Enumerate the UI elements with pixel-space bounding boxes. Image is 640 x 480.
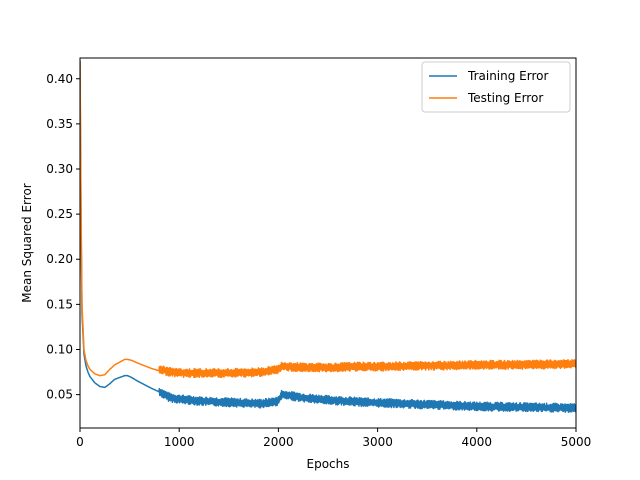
x-tick-label: 5000 xyxy=(561,435,592,449)
x-axis-label: Epochs xyxy=(307,457,350,471)
y-tick-label: 0.40 xyxy=(46,72,73,86)
legend-label-training: Training Error xyxy=(467,69,548,83)
series-layer xyxy=(80,60,576,413)
y-axis-label: Mean Squared Error xyxy=(20,183,34,303)
x-tick-label: 4000 xyxy=(462,435,493,449)
x-tick-label: 1000 xyxy=(164,435,195,449)
y-tick-label: 0.35 xyxy=(46,117,73,131)
y-tick-label: 0.05 xyxy=(46,388,73,402)
plot-frame xyxy=(79,57,577,429)
y-tick-label: 0.15 xyxy=(46,297,73,311)
y-tick-label: 0.10 xyxy=(46,342,73,356)
x-tick-label: 3000 xyxy=(362,435,393,449)
x-axis: 0 1000 2000 3000 4000 5000 xyxy=(76,428,591,449)
y-tick-label: 0.30 xyxy=(46,162,73,176)
x-tick-label: 0 xyxy=(76,435,84,449)
legend-box xyxy=(421,61,571,113)
legend: Training Error Testing Error xyxy=(421,61,571,113)
y-axis: 0.05 0.10 0.15 0.20 0.25 0.30 0.35 0.40 xyxy=(46,72,80,402)
series-line-testing xyxy=(80,60,576,379)
series-line-training xyxy=(80,60,576,413)
x-tick-label: 2000 xyxy=(263,435,294,449)
legend-label-testing: Testing Error xyxy=(467,91,543,105)
y-tick-label: 0.25 xyxy=(46,207,73,221)
y-tick-label: 0.20 xyxy=(46,252,73,266)
